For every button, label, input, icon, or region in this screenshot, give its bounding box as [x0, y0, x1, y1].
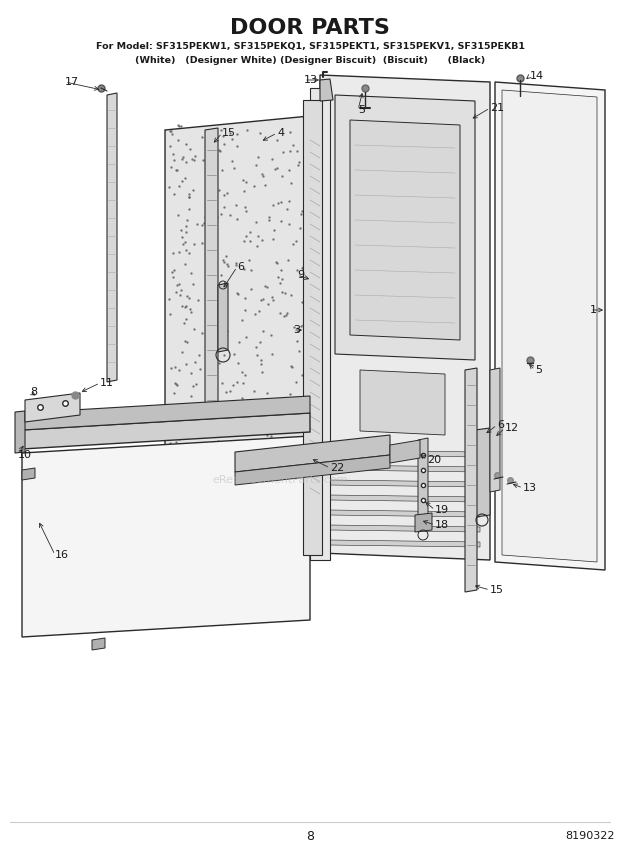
Text: For Model: SF315PEKW1, SF315PEKQ1, SF315PEKT1, SF315PEKV1, SF315PEKB1: For Model: SF315PEKW1, SF315PEKQ1, SF315…	[95, 41, 525, 51]
Polygon shape	[330, 495, 480, 502]
Text: 14: 14	[530, 71, 544, 81]
Polygon shape	[330, 525, 480, 532]
Text: 17: 17	[65, 77, 79, 87]
Text: 21: 21	[490, 103, 504, 113]
Polygon shape	[22, 436, 310, 637]
Polygon shape	[330, 450, 480, 457]
Text: 20: 20	[427, 455, 441, 465]
Polygon shape	[107, 93, 117, 382]
Polygon shape	[218, 283, 228, 352]
Text: 8190322: 8190322	[565, 831, 615, 841]
Polygon shape	[350, 120, 460, 340]
Polygon shape	[330, 465, 480, 472]
Text: 1: 1	[590, 305, 597, 315]
Text: 10: 10	[18, 450, 32, 460]
Polygon shape	[22, 396, 310, 430]
Text: 6: 6	[497, 420, 504, 430]
Polygon shape	[415, 513, 432, 532]
Text: 8: 8	[306, 829, 314, 842]
Text: 13: 13	[304, 75, 318, 85]
Polygon shape	[490, 368, 500, 492]
Polygon shape	[22, 468, 35, 480]
Text: 15: 15	[490, 585, 504, 595]
Polygon shape	[502, 90, 597, 562]
Text: 6: 6	[237, 262, 244, 272]
Polygon shape	[465, 368, 477, 592]
Polygon shape	[235, 455, 390, 485]
Polygon shape	[92, 638, 105, 650]
Text: 3: 3	[293, 325, 300, 335]
Text: eReplacementParts.com: eReplacementParts.com	[212, 475, 348, 485]
Text: 8: 8	[30, 387, 37, 397]
Polygon shape	[310, 88, 330, 560]
Polygon shape	[330, 480, 480, 487]
Text: 15: 15	[222, 128, 236, 138]
Polygon shape	[303, 100, 322, 555]
Polygon shape	[165, 115, 320, 505]
Polygon shape	[235, 435, 390, 472]
Polygon shape	[330, 540, 480, 547]
Polygon shape	[320, 75, 490, 560]
Polygon shape	[475, 428, 490, 517]
Polygon shape	[205, 128, 218, 422]
Polygon shape	[360, 370, 445, 435]
Text: 18: 18	[435, 520, 449, 530]
Polygon shape	[25, 393, 80, 422]
Text: 19: 19	[435, 505, 449, 515]
Polygon shape	[15, 411, 25, 453]
Polygon shape	[330, 510, 480, 517]
Polygon shape	[418, 438, 428, 522]
Polygon shape	[495, 82, 605, 570]
Text: 11: 11	[100, 378, 114, 388]
Text: 16: 16	[55, 550, 69, 560]
Text: 4: 4	[277, 128, 284, 138]
Text: 12: 12	[505, 423, 519, 433]
Text: 22: 22	[330, 463, 344, 473]
Text: 5: 5	[535, 365, 542, 375]
Text: (White)   (Designer White) (Designer Biscuit)  (Biscuit)      (Black): (White) (Designer White) (Designer Biscu…	[135, 56, 485, 64]
Polygon shape	[335, 95, 475, 360]
Text: 13: 13	[523, 483, 537, 493]
Text: DOOR PARTS: DOOR PARTS	[230, 18, 390, 38]
Text: 9: 9	[297, 270, 304, 280]
Polygon shape	[390, 440, 420, 463]
Polygon shape	[320, 79, 333, 101]
Polygon shape	[22, 413, 310, 449]
Text: 5: 5	[358, 105, 365, 115]
